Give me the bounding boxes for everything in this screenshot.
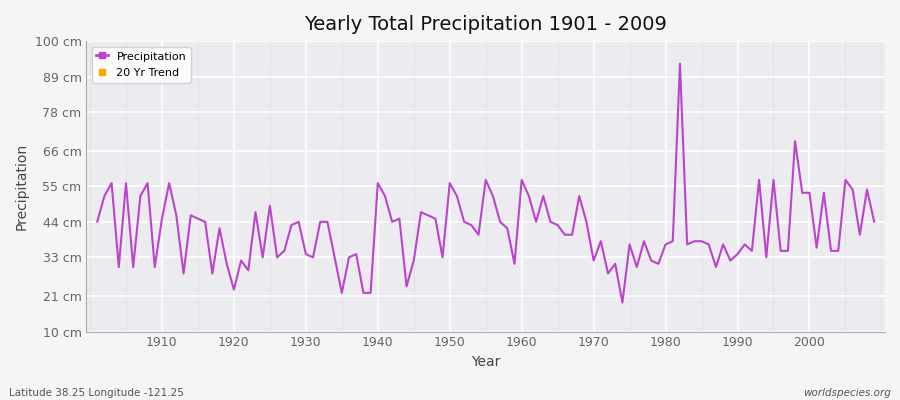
Precipitation <box>509 262 520 266</box>
Precipitation <box>308 255 319 260</box>
Legend: Precipitation, 20 Yr Trend: Precipitation, 20 Yr Trend <box>92 47 191 83</box>
X-axis label: Year: Year <box>471 355 500 369</box>
Precipitation <box>351 252 362 256</box>
Title: Yearly Total Precipitation 1901 - 2009: Yearly Total Precipitation 1901 - 2009 <box>304 15 667 34</box>
Text: Latitude 38.25 Longitude -121.25: Latitude 38.25 Longitude -121.25 <box>9 388 184 398</box>
Line: Precipitation: Precipitation <box>97 64 874 302</box>
Precipitation <box>149 265 160 270</box>
Precipitation <box>868 220 879 224</box>
Text: worldspecies.org: worldspecies.org <box>803 388 891 398</box>
Precipitation <box>617 300 628 305</box>
Precipitation <box>675 61 686 66</box>
Precipitation <box>92 220 103 224</box>
Y-axis label: Precipitation: Precipitation <box>15 143 29 230</box>
Precipitation <box>517 178 527 182</box>
Precipitation <box>603 271 614 276</box>
